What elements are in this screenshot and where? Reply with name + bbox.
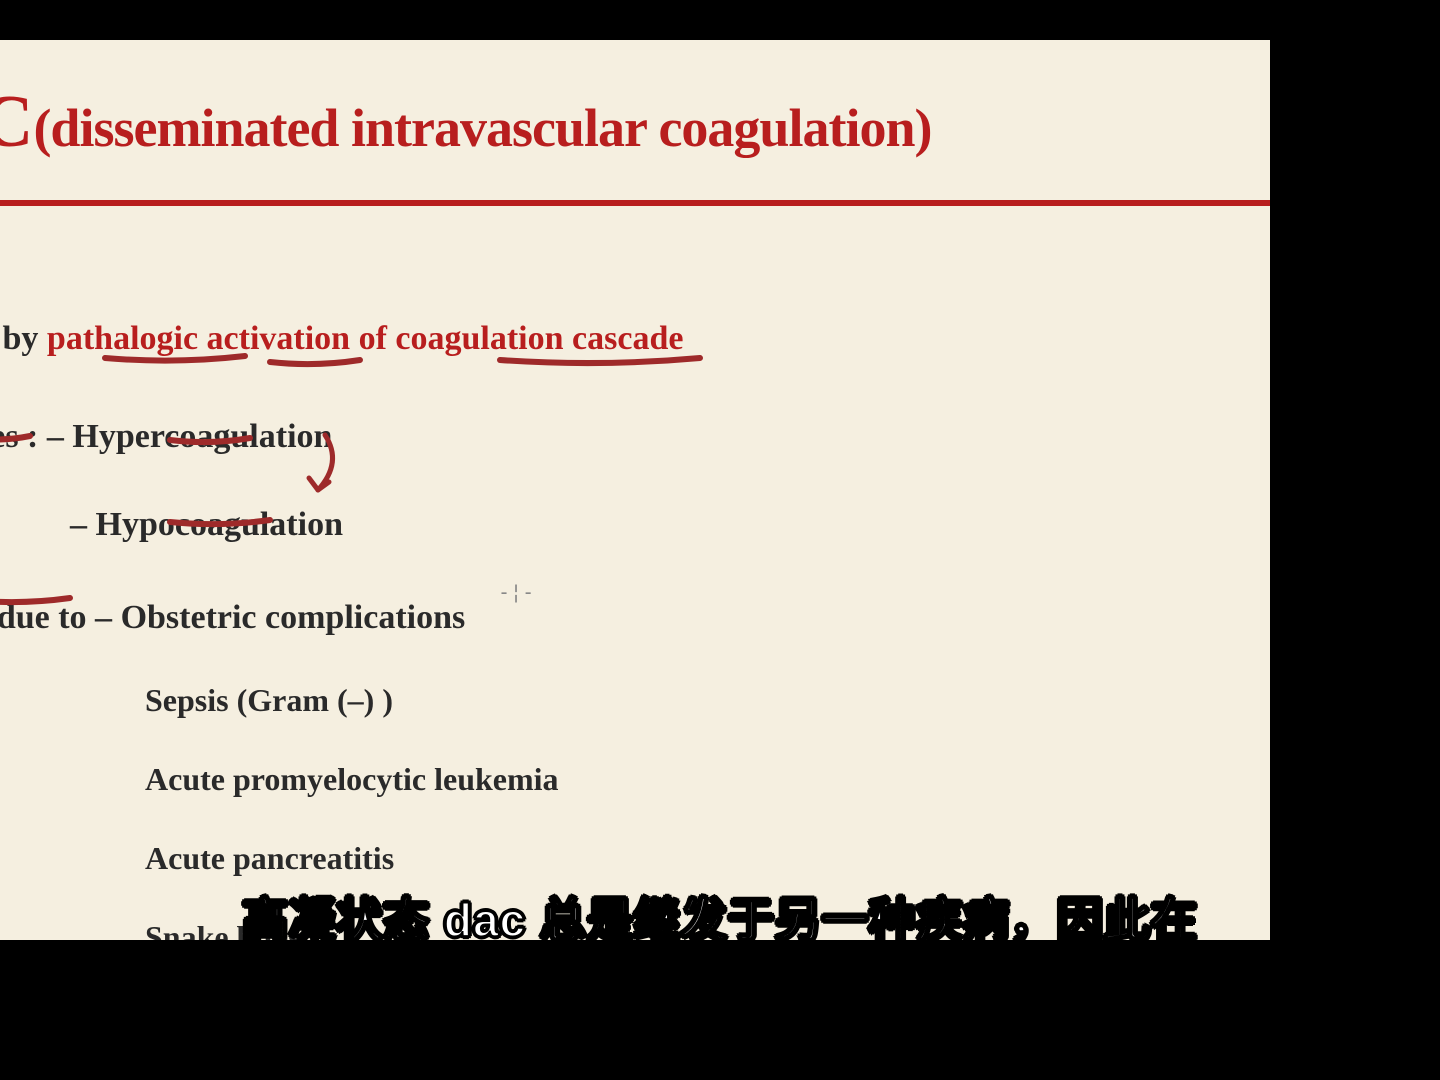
causes-heading: rs due to – Obstetric complications xyxy=(0,599,1160,637)
phase-hypercoagulation: ases : – Hypercoagulation xyxy=(0,418,1160,456)
video-subtitle: 高凝状态 dac 总是继发于另一种疾病，因此在 xyxy=(0,884,1440,1080)
cause-item-2: Acute promyelocytic leukemia xyxy=(145,761,1160,798)
phase-hypocoagulation: – Hypocoagulation xyxy=(70,506,1160,544)
title-parenthetical: (disseminated intravascular coagulation) xyxy=(33,97,931,159)
cause-item-1: Sepsis (Gram (–) ) xyxy=(145,682,1160,719)
causes-prefix: rs due to – xyxy=(0,599,121,636)
definition-line: ed by pathalogic activation of coagulati… xyxy=(0,320,1160,358)
slide-body: ed by pathalogic activation of coagulati… xyxy=(0,320,1160,940)
subtitle-text: 高凝状态 dac 总是继发于另一种疾病，因此在 xyxy=(242,894,1198,946)
slide-title: C (disseminated intravascular coagulatio… xyxy=(0,80,931,165)
cause-item-0: Obstetric complications xyxy=(121,599,466,636)
cause-item-3: Acute pancreatitis xyxy=(145,840,1160,877)
slide-area: C (disseminated intravascular coagulatio… xyxy=(0,40,1270,940)
definition-highlight: pathalogic activation of coagulation cas… xyxy=(47,320,684,357)
definition-prefix: ed by xyxy=(0,320,47,357)
title-prefix: C xyxy=(0,80,31,165)
title-underline-rule xyxy=(0,200,1270,206)
cursor-crosshair-icon: -¦- xyxy=(498,580,534,604)
